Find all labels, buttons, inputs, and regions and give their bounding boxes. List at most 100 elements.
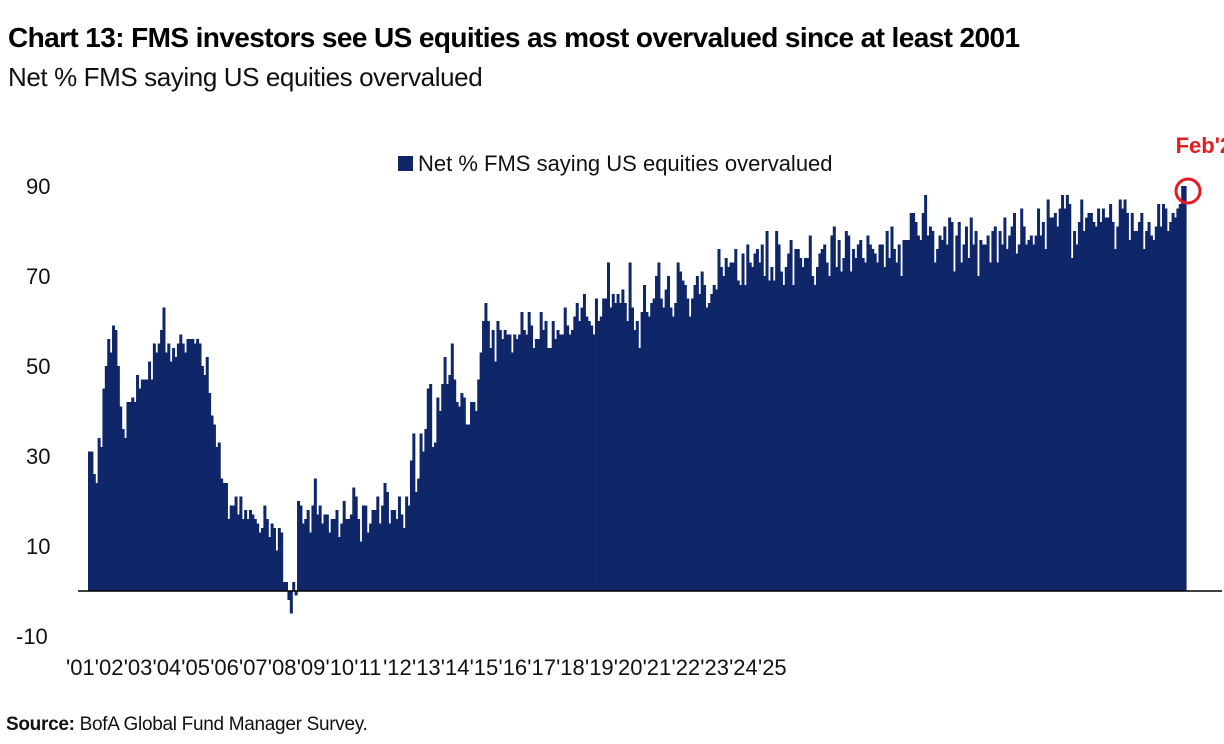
bar: [306, 510, 310, 591]
bar: [1104, 217, 1108, 591]
bar: [325, 514, 329, 591]
bar: [518, 334, 522, 591]
bar: [527, 312, 531, 591]
bar: [357, 519, 361, 591]
bar: [1056, 226, 1060, 591]
bar: [936, 249, 940, 591]
bar: [652, 298, 656, 591]
bar: [647, 316, 651, 591]
bar: [700, 271, 704, 591]
bar: [234, 496, 238, 591]
bar: [760, 244, 764, 591]
bar: [116, 366, 120, 591]
bar: [852, 249, 856, 591]
bar: [1015, 253, 1019, 591]
x-tick-label: '15: [470, 655, 499, 680]
bar: [847, 235, 851, 591]
bar: [133, 402, 137, 591]
bar: [1070, 258, 1074, 591]
bar: [482, 321, 486, 591]
bar: [784, 267, 788, 591]
bar: [924, 195, 928, 591]
bar: [645, 312, 649, 591]
bar: [1159, 226, 1163, 591]
bar: [136, 375, 140, 591]
bar: [313, 478, 317, 591]
bar: [95, 483, 99, 591]
bar: [438, 411, 442, 591]
bar: [1022, 226, 1026, 591]
bar: [866, 235, 870, 591]
bar: [566, 325, 570, 591]
x-axis-ticks: '01'02'03'04'05'06'07'08'09'10'11'12'13 '…: [66, 655, 787, 680]
bar: [984, 244, 988, 591]
annotation-label: Feb'25: [1176, 133, 1224, 158]
bar: [974, 231, 978, 591]
bar: [904, 240, 908, 591]
bar: [1027, 240, 1031, 591]
bar: [217, 442, 221, 591]
bar: [1118, 199, 1122, 591]
bar: [594, 298, 598, 591]
bar: [1065, 195, 1069, 591]
bar: [90, 451, 94, 591]
bar: [957, 222, 961, 591]
bar: [628, 262, 632, 591]
bar: [1099, 222, 1103, 591]
bar: [419, 433, 423, 591]
bar: [179, 334, 183, 591]
bar: [587, 321, 591, 591]
bar: [871, 249, 875, 591]
bar: [176, 343, 180, 591]
x-tick-label: '07: [239, 655, 268, 680]
bar: [100, 447, 104, 591]
bar: [361, 505, 365, 591]
bar: [897, 244, 901, 591]
bar: [926, 235, 930, 591]
x-tick-label: '23: [700, 655, 729, 680]
bar: [455, 402, 459, 591]
bar: [900, 276, 904, 591]
bar: [549, 348, 553, 591]
bar: [1125, 213, 1129, 591]
bar: [388, 523, 392, 591]
bar: [97, 438, 101, 591]
bar: [854, 258, 858, 591]
bar: [496, 321, 500, 591]
bar: [698, 294, 702, 591]
bar: [294, 591, 298, 596]
bar: [575, 303, 579, 591]
bar: [691, 298, 695, 591]
bar: [486, 321, 490, 591]
bar: [751, 267, 755, 591]
bar: [155, 352, 159, 591]
bar: [508, 334, 512, 591]
bar: [811, 276, 815, 591]
bar: [520, 312, 524, 591]
bar: [880, 244, 884, 591]
x-tick-label: '18: [556, 655, 585, 680]
bar: [188, 339, 192, 591]
bar: [633, 330, 637, 591]
bar: [196, 339, 200, 591]
bar: [813, 285, 817, 591]
bar: [1085, 217, 1089, 591]
bar: [950, 222, 954, 591]
bar: [474, 411, 478, 591]
bar: [948, 217, 952, 591]
bar: [244, 510, 248, 591]
bar: [996, 262, 1000, 591]
bar: [803, 258, 807, 591]
bar: [986, 235, 990, 591]
bar: [164, 352, 168, 591]
bar: [345, 519, 349, 591]
bar: [582, 294, 586, 591]
bar: [755, 249, 759, 591]
bar: [301, 523, 305, 591]
bar: [373, 510, 377, 591]
x-tick-label: '24: [729, 655, 758, 680]
bar: [172, 348, 176, 591]
bar: [614, 303, 618, 591]
bar: [515, 339, 519, 591]
x-tick-label: '06: [210, 655, 239, 680]
